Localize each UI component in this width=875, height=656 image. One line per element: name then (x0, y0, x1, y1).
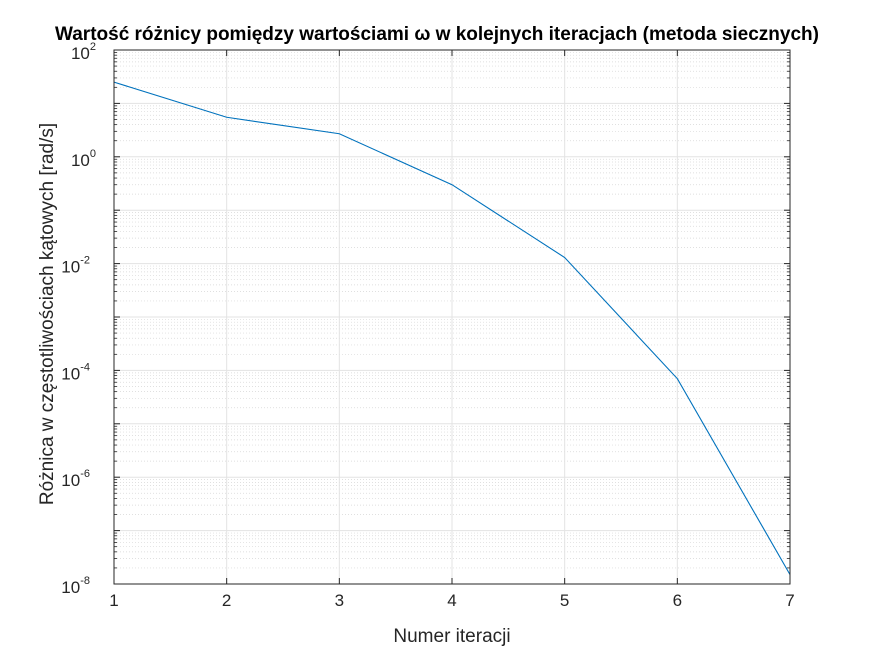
x-tick-label: 6 (673, 591, 682, 610)
x-tick-label: 2 (222, 591, 231, 610)
y-tick-label: 100 (71, 148, 96, 170)
y-tick-label: 10-6 (61, 468, 90, 490)
y-tick-label: 10-2 (61, 255, 90, 277)
x-tick-label: 1 (109, 591, 118, 610)
y-tick-label: 10-8 (61, 575, 90, 597)
x-tick-label: 5 (560, 591, 569, 610)
chart-title: Wartość różnicy pomiędzy wartościami ω w… (55, 24, 819, 45)
y-axis-label: Różnica w częstotliwościach kątowych [ra… (37, 123, 58, 505)
y-tick-label: 10-4 (61, 361, 90, 383)
x-tick-label: 4 (447, 591, 456, 610)
x-tick-label: 7 (785, 591, 794, 610)
x-axis-label: Numer iteracji (393, 626, 510, 647)
x-tick-label: 3 (335, 591, 344, 610)
